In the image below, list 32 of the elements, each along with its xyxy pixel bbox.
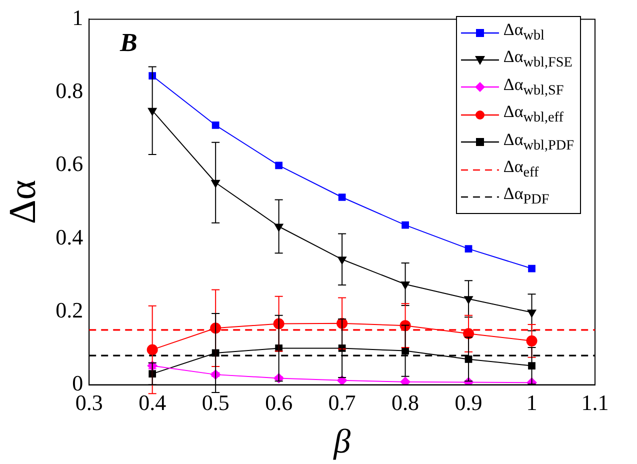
point xyxy=(400,376,410,385)
legend-label: Δα$_{wbl,eff}$ xyxy=(503,101,564,128)
point xyxy=(148,370,156,378)
y-tick-label: 1 xyxy=(72,4,84,30)
y-tick-label: 0.2 xyxy=(56,297,84,322)
point xyxy=(528,264,536,272)
point xyxy=(402,221,409,229)
x-tick-label: 1.1 xyxy=(581,390,609,415)
point xyxy=(338,194,346,201)
x-tick-label: 0.6 xyxy=(265,390,293,415)
legend-label: Δα$_{wbl}$ xyxy=(503,19,544,46)
x-axis-title: β xyxy=(332,424,351,461)
legend-label: Δα$_{wbl,FSE}$ xyxy=(503,46,572,73)
y-tick-label: 0.4 xyxy=(56,224,84,250)
legend-label: Δα$_{wbl,SF}$ xyxy=(503,74,564,100)
point xyxy=(528,362,536,370)
legend-label: Δα$_{wbl,PDF}$ xyxy=(503,128,574,155)
x-tick-label: 0.5 xyxy=(202,390,230,415)
legend-label: Δα$_{PDF}$ xyxy=(503,183,550,210)
point xyxy=(464,245,472,252)
x-tick-label: 0.4 xyxy=(138,390,166,415)
annotation: B xyxy=(120,28,138,58)
y-tick-label: 0.8 xyxy=(56,78,84,104)
x-tick-label: 1 xyxy=(526,390,538,415)
point xyxy=(275,162,282,170)
y-tick-label: 0.6 xyxy=(56,151,84,176)
x-tick-label: 0.7 xyxy=(328,390,356,415)
x-tick-label: 0.8 xyxy=(392,390,420,415)
legend-label: Δα$_{eff}$ xyxy=(503,156,539,182)
y-axis-title: Δα xyxy=(2,180,44,224)
x-tick-label: 0.9 xyxy=(454,390,482,415)
point xyxy=(212,122,220,129)
